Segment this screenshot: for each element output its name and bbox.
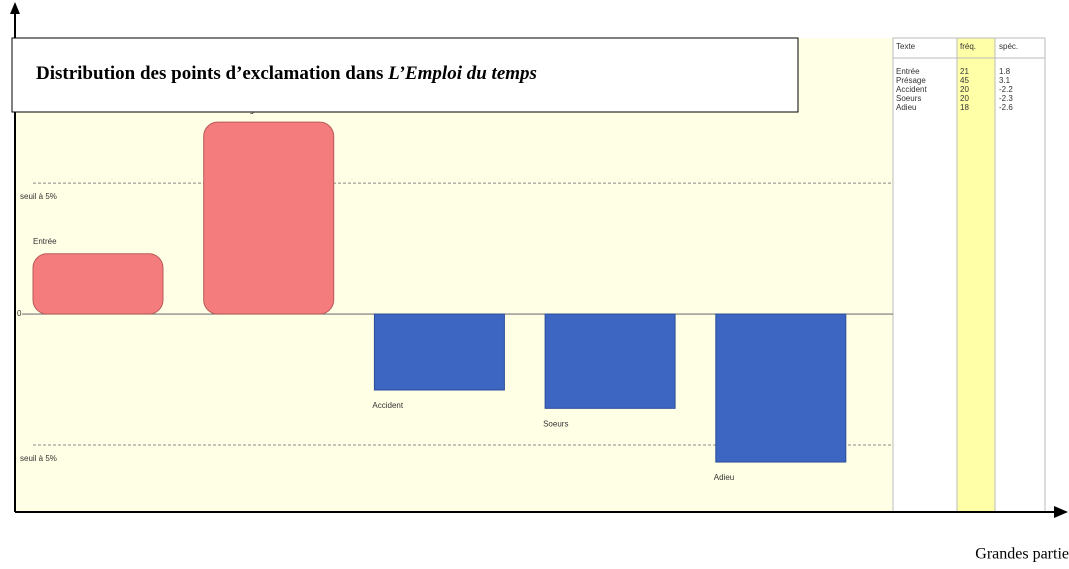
zero-label: 0 — [17, 309, 22, 318]
x-axis-label: Grandes partie — [975, 546, 1069, 563]
table-cell: 20 — [960, 85, 969, 94]
x-axis-arrow — [1054, 506, 1068, 518]
table-cell: -2.2 — [999, 85, 1013, 94]
y-axis-arrow — [10, 2, 20, 14]
table-cell: 3.1 — [999, 76, 1011, 85]
bar — [32, 253, 164, 315]
bar — [715, 313, 847, 463]
bar-label: Accident — [372, 401, 403, 410]
table-header: Texte — [896, 42, 916, 51]
table-column-highlight — [956, 37, 996, 513]
title-box — [11, 37, 799, 113]
bar — [373, 313, 505, 391]
table-cell: 45 — [960, 76, 969, 85]
table-header: fréq. — [960, 42, 976, 51]
table-cell: -2.6 — [999, 103, 1013, 112]
table-header: spéc. — [999, 42, 1018, 51]
table-cell: Accident — [896, 85, 927, 94]
bar-label: Adieu — [714, 473, 734, 482]
bar — [203, 121, 335, 315]
table-cell: Présage — [896, 76, 926, 85]
bar-label: Entrée — [33, 237, 57, 246]
chart-title: Distribution des points d’exclamation da… — [36, 63, 537, 84]
title-text: Distribution des points d’exclamation da… — [36, 63, 388, 84]
table-cell: 20 — [960, 94, 969, 103]
title-italic: L’Emploi du temps — [387, 63, 537, 84]
table-cell: Entrée — [896, 67, 920, 76]
table-cell: 1.8 — [999, 67, 1011, 76]
table-cell: Soeurs — [896, 94, 921, 103]
threshold-label: seuil à 5% — [20, 192, 57, 201]
bar-label: Soeurs — [543, 419, 568, 428]
threshold-label: seuil à 5% — [20, 454, 57, 463]
table-cell: -2.3 — [999, 94, 1013, 103]
bar — [544, 313, 676, 409]
table-cell: 18 — [960, 103, 969, 112]
table-cell: 21 — [960, 67, 969, 76]
table-cell: Adieu — [896, 103, 916, 112]
